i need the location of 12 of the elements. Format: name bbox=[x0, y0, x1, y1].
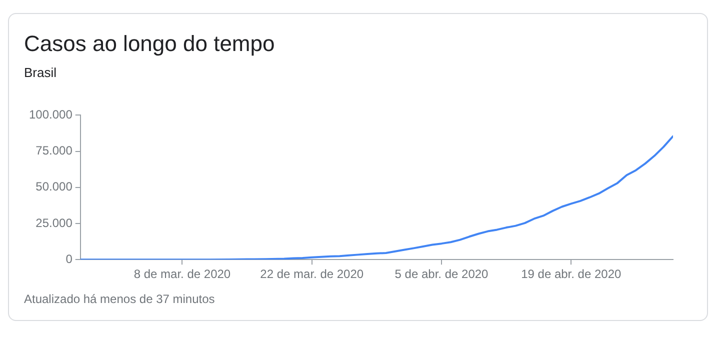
x-tick-label: 8 de mar. de 2020 bbox=[134, 267, 231, 282]
y-tick-label: 100.000 bbox=[28, 108, 73, 122]
y-tick-label: 0 bbox=[66, 252, 73, 266]
chart-subtitle: Brasil bbox=[24, 65, 57, 80]
chart-title: Casos ao longo do tempo bbox=[24, 31, 275, 57]
y-tick-label: 25.000 bbox=[36, 216, 73, 230]
y-tick-label: 50.000 bbox=[36, 180, 73, 194]
x-tick-label: 5 de abr. de 2020 bbox=[394, 267, 489, 282]
text: Atualizado há menos de 37 minutos bbox=[24, 292, 215, 306]
x-tick-label: 22 de mar. de 2020 bbox=[260, 267, 364, 282]
y-tick-label: 75.000 bbox=[36, 144, 73, 158]
x-tick-label: 19 de abr. de 2020 bbox=[521, 267, 622, 282]
